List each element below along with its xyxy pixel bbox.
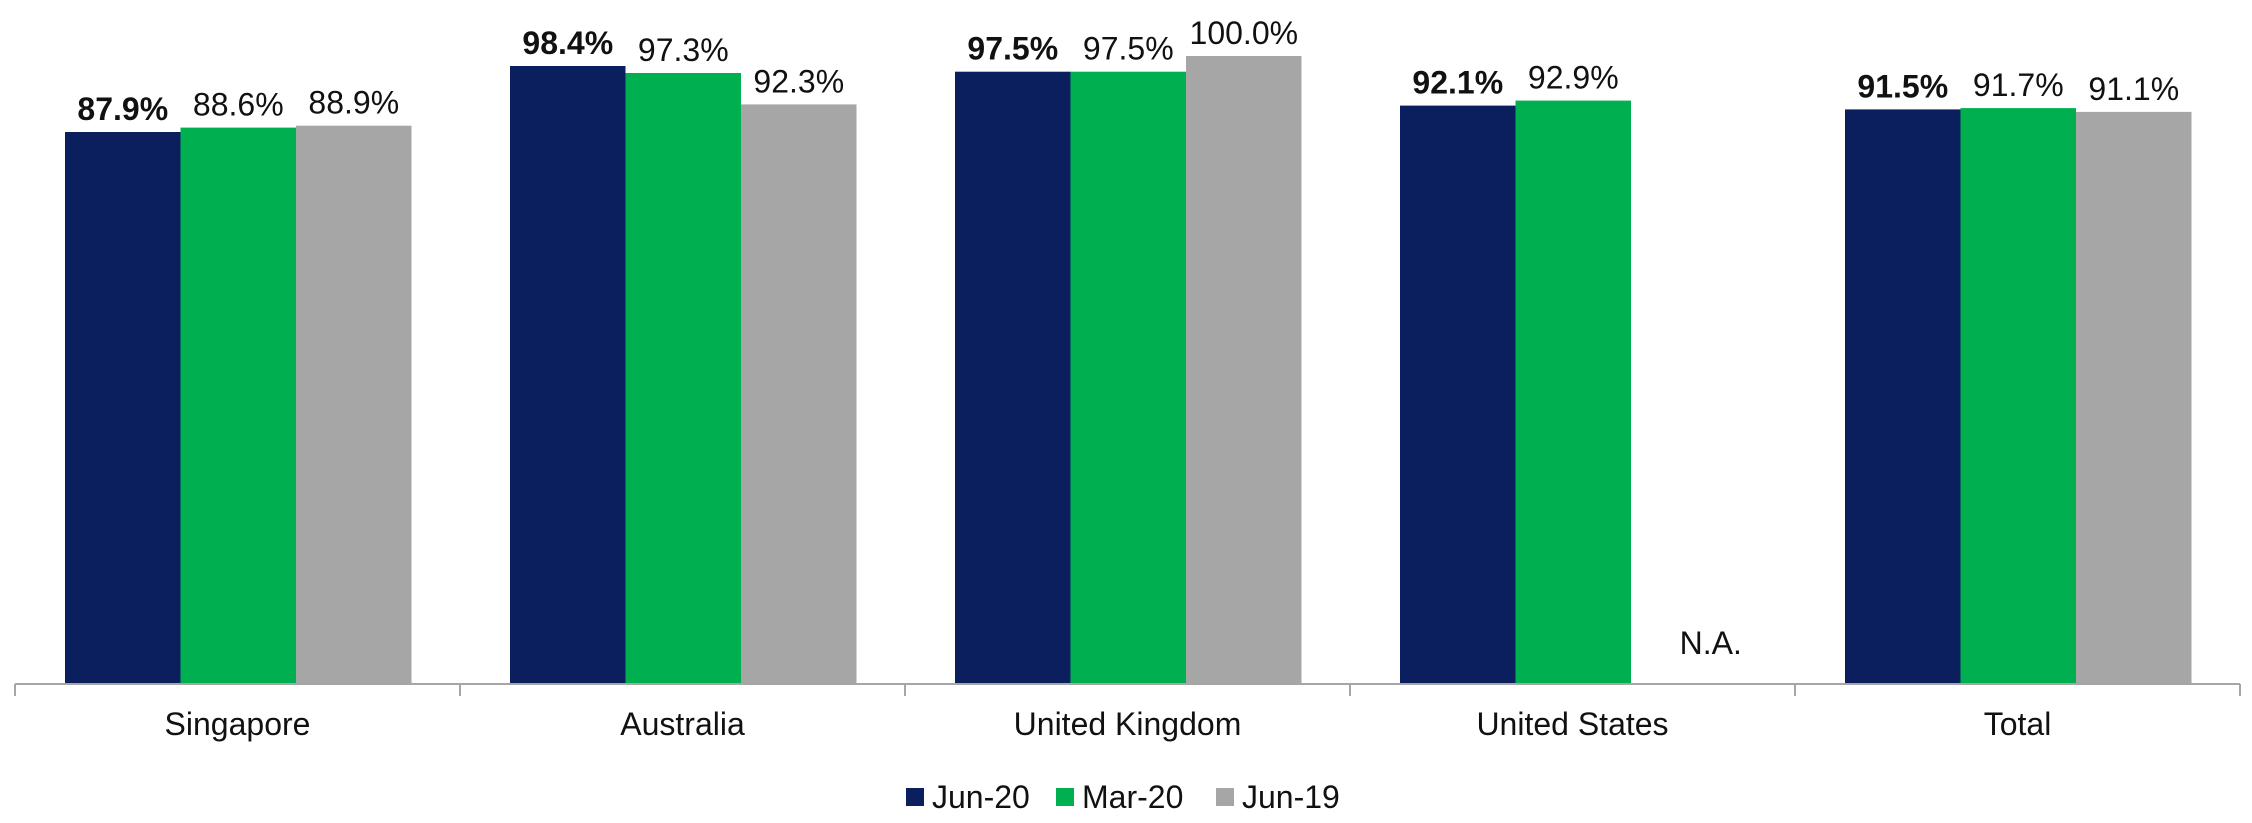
value-label-mar-20-united-kingdom: 97.5% [1083,31,1174,67]
value-label-mar-20-singapore: 88.6% [193,87,284,123]
value-label-jun-19-united-states: N.A. [1680,625,1742,661]
category-label-total: Total [1984,706,2052,742]
legend-swatch-jun-19 [1216,788,1234,806]
value-label-jun-20-australia: 98.4% [522,25,613,61]
category-label-united-states: United States [1476,706,1668,742]
legend-label-mar-20: Mar-20 [1082,779,1183,815]
category-label-singapore: Singapore [165,706,311,742]
bar-jun-20-united-kingdom [955,71,1071,684]
legend-swatch-mar-20 [1056,788,1074,806]
bar-jun-20-singapore [65,132,181,684]
legend-label-jun-20: Jun-20 [932,779,1030,815]
value-label-mar-20-united-states: 92.9% [1528,60,1619,96]
bar-jun-19-singapore [296,125,412,684]
bar-mar-20-total [1960,108,2076,685]
value-label-jun-20-united-states: 92.1% [1412,65,1503,101]
bar-mar-20-australia [625,73,741,684]
bar-jun-19-united-kingdom [1186,56,1302,684]
category-label-australia: Australia [620,706,745,742]
bars-layer [65,56,2192,685]
category-label-united-kingdom: United Kingdom [1014,706,1242,742]
value-label-jun-20-singapore: 87.9% [77,91,168,127]
value-label-jun-19-total: 91.1% [2088,71,2179,107]
value-label-jun-19-singapore: 88.9% [308,85,399,121]
bar-jun-19-total [2076,111,2192,684]
bar-jun-20-total [1845,109,1961,684]
bar-jun-19-australia [741,104,857,684]
bar-mar-20-singapore [180,127,296,685]
x-axis: Singapore Australia United Kingdom United S… [14,683,2241,742]
legend-swatch-jun-20 [906,788,924,806]
value-labels-layer: 87.9% 88.6% 88.9% 98.4% 97.3% 92.3% 97.5% 97.5%… [77,15,2179,661]
bar-jun-20-united-states [1400,105,1516,685]
value-label-jun-19-united-kingdom: 100.0% [1190,15,1299,51]
value-label-jun-19-australia: 92.3% [753,63,844,99]
legend-label-jun-19: Jun-19 [1242,779,1340,815]
value-label-jun-20-united-kingdom: 97.5% [967,31,1058,67]
value-label-mar-20-total: 91.7% [1973,67,2064,103]
legend: Jun-20 Mar-20 Jun-19 [906,779,1340,815]
value-label-jun-20-total: 91.5% [1857,68,1948,104]
bar-mar-20-united-kingdom [1070,71,1186,684]
bar-jun-20-australia [510,66,626,684]
bar-mar-20-united-states [1515,100,1631,685]
value-label-mar-20-australia: 97.3% [638,32,729,68]
